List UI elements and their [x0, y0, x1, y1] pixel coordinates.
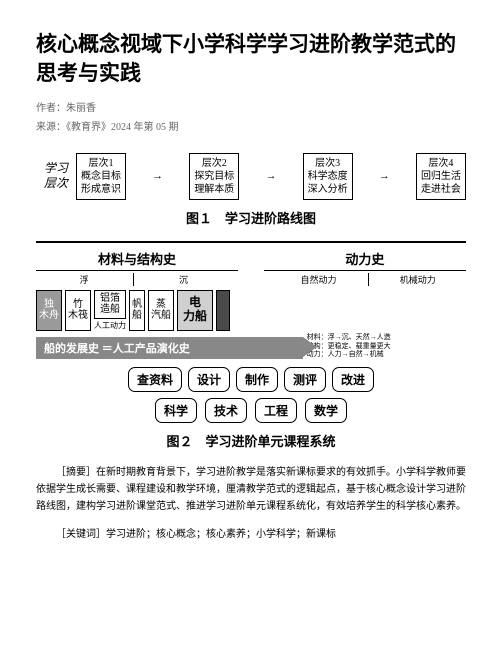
- fig2-bigarrow: 船的发展史 ＝人工产品演化史: [36, 337, 303, 359]
- keywords-text: 学习进阶；核心概念；核心素养；小学科学；新课标: [106, 529, 336, 540]
- fig1-caption: 图１ 学习进阶路线图: [36, 208, 466, 227]
- fig2-sub-4: 机械动力: [370, 273, 466, 286]
- fig1-arrow: →: [151, 171, 164, 182]
- pill-a1: 查资料: [128, 367, 182, 392]
- ship-6: 电力船: [177, 290, 213, 331]
- fig2-note-3: 动力：人力→自然→机械: [307, 350, 391, 359]
- ship-7: [216, 290, 230, 331]
- abstract: ［摘要］在新时期教育背景下，学习进阶教学是落实新课标要求的有效抓手。小学科学教师…: [36, 464, 466, 515]
- fig2-rengong: 人工动力: [94, 320, 126, 331]
- pill-b4: 数学: [305, 398, 347, 423]
- pill-b2: 技术: [205, 398, 247, 423]
- ship-1: 独木舟: [36, 290, 62, 331]
- author-label: 作者：: [36, 103, 66, 114]
- fig1-arrow: →: [378, 171, 391, 182]
- figure-2: 材料与结构史 动力史 浮 沉 自然动力 机械动力 独木舟 竹木筏 铝箔造船 人工…: [36, 241, 466, 423]
- fig1-box-3: 层次3科学态度深入分析: [303, 153, 353, 200]
- fig2-sub-1: 浮: [36, 273, 132, 286]
- fig2-ships: 独木舟 竹木筏 铝箔造船 人工动力 帆船 蒸汽船 电力船: [36, 290, 466, 331]
- fig2-sub-2: 沉: [135, 273, 231, 286]
- fig2-note-2: 结构：更稳定、载重量更大: [307, 342, 391, 351]
- source-text: 《教育界》2024 年第 05 期: [66, 122, 179, 133]
- ship-3: 铝箔造船: [94, 290, 126, 319]
- divider: [368, 273, 369, 286]
- fig2-header-right: 动力史: [264, 249, 466, 271]
- pill-a2: 设计: [188, 367, 230, 392]
- ship-5: 蒸汽船: [148, 290, 174, 331]
- fig1-box-2: 层次2探究目标理解本质: [189, 153, 239, 200]
- fig2-pill-row-b: 科学 技术 工程 数学: [36, 398, 466, 423]
- fig1-flow: 层次1概念目标形成意识 → 层次2探究目标理解本质 → 层次3科学态度深入分析 …: [76, 153, 466, 200]
- fig2-subheader: 浮 沉 自然动力 机械动力: [36, 273, 466, 286]
- pill-b3: 工程: [255, 398, 297, 423]
- fig2-header: 材料与结构史 动力史: [36, 249, 466, 271]
- page-title: 核心概念视域下小学科学学习进阶教学范式的思考与实践: [36, 30, 466, 89]
- source-label: 来源：: [36, 122, 66, 133]
- fig2-sub-3: 自然动力: [270, 273, 366, 286]
- author-line: 作者：朱丽香: [36, 99, 466, 114]
- keywords-label: ［关键词］: [56, 529, 106, 540]
- ship-2: 竹木筏: [65, 290, 91, 331]
- pill-a5: 改进: [332, 367, 374, 392]
- fig2-header-left: 材料与结构史: [36, 249, 238, 271]
- pill-b1: 科学: [155, 398, 197, 423]
- ship-4: 帆船: [129, 290, 145, 331]
- fig1-arrow: →: [264, 171, 277, 182]
- abstract-label: ［摘要］: [56, 467, 96, 478]
- fig1-box-1: 层次1概念目标形成意识: [76, 153, 126, 200]
- fig2-caption: 图２ 学习进阶单元课程系统: [36, 431, 466, 450]
- source-line: 来源：《教育界》2024 年第 05 期: [36, 118, 466, 133]
- fig2-pill-row-a: 查资料 设计 制作 测评 改进: [36, 367, 466, 392]
- fig1-row-label: 学习层次: [36, 161, 76, 192]
- figure-1: 学习层次 层次1概念目标形成意识 → 层次2探究目标理解本质 → 层次3科学态度…: [36, 153, 466, 200]
- abstract-text: 在新时期教育背景下，学习进阶教学是落实新课标要求的有效抓手。小学科学教师要依据学…: [36, 467, 466, 512]
- pill-a4: 测评: [284, 367, 326, 392]
- fig2-note-1: 材料：浮→沉、天然→人造: [307, 333, 391, 342]
- pill-a3: 制作: [236, 367, 278, 392]
- fig2-notes: 材料：浮→沉、天然→人造 结构：更稳定、载重量更大 动力：人力→自然→机械: [307, 333, 391, 359]
- divider: [133, 273, 134, 286]
- fig1-box-4: 层次4回归生活走进社会: [416, 153, 466, 200]
- author-name: 朱丽香: [66, 103, 96, 114]
- keywords: ［关键词］学习进阶；核心概念；核心素养；小学科学；新课标: [36, 525, 466, 540]
- fig2-row2: 船的发展史 ＝人工产品演化史 材料：浮→沉、天然→人造 结构：更稳定、载重量更大…: [36, 333, 466, 359]
